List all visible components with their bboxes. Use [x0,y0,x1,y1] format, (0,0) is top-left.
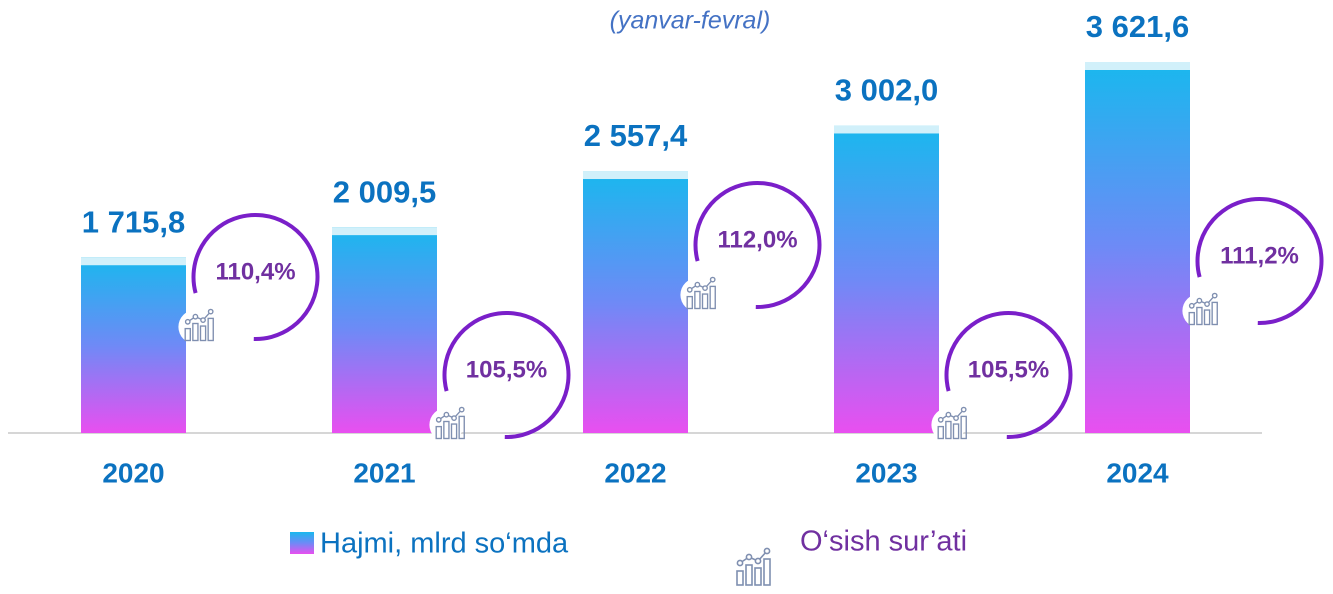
value-label: 3 002,0 [835,73,938,108]
icon-dot [736,559,744,567]
growth-label: 110,4% [215,258,295,285]
icon-dot [709,276,716,283]
icon-dot [1188,302,1195,309]
bar-highlight [583,171,688,180]
growth-ring [693,180,822,309]
icon-bar [763,558,771,586]
growth-icon [931,406,967,442]
growth-icon [178,308,214,344]
icon-dot [960,406,967,413]
growth-icon [736,547,771,586]
icon-line [739,550,768,564]
icon-dot [200,317,206,323]
icon-dot [1211,292,1218,299]
icon-dot [937,416,944,423]
bar-highlight [834,125,939,134]
icon-dot [192,313,199,320]
growth-icon [429,406,465,442]
icon-line [689,279,714,291]
icon-bar [443,420,450,440]
bar [583,171,688,433]
icon-dot [694,281,701,288]
icon-dot [686,286,693,293]
icon-bar [686,295,693,310]
icon-dot [435,416,442,423]
growth-ring [944,311,1073,439]
icon-bar [736,570,744,586]
icon-dot [443,411,450,418]
growth-ring [1195,197,1324,325]
value-label: 1 715,8 [82,204,185,239]
icon-dot [745,553,753,561]
icon-dot [451,415,457,421]
icon-line [1191,295,1216,307]
x-tick-label: 2021 [353,457,415,488]
icon-bar [937,425,944,440]
legend-icon [736,547,771,586]
bar [81,257,186,433]
icon-bar [192,322,199,342]
icon-dot [184,318,191,325]
icon-dot [1204,301,1210,307]
icon-bar [745,564,753,586]
growth-label: 105,5% [968,356,1049,383]
x-tick-label: 2020 [102,457,164,488]
icon-bar [1196,306,1203,326]
icon-dot [1196,297,1203,304]
value-label: 2 009,5 [333,174,436,209]
icon-bar [709,285,716,310]
value-label: 2 557,4 [584,118,688,153]
legend-label: O‘sish sur’ati [800,526,967,558]
icon-dot [702,285,708,291]
bar [332,227,437,433]
icon-line [187,311,212,323]
icon-bar [960,415,967,440]
icon-bar [1211,301,1218,326]
growth-ring [442,310,571,439]
growth-label: 111,2% [1220,242,1299,269]
growth-ring [191,213,320,341]
icon-dot [945,411,952,418]
icon-bar [207,317,214,342]
x-tick-label: 2023 [855,457,917,488]
x-tick-label: 2022 [604,457,666,488]
chart-subtitle: (yanvar-fevral) [610,7,771,35]
icon-dot [763,547,771,555]
legend-label: Hajmi, mlrd so‘mda [320,528,569,560]
icon-dot [458,406,465,413]
icon-bar [945,420,952,440]
icon-bar [1188,311,1195,326]
bar [1085,62,1190,433]
bar-highlight [332,227,437,236]
x-tick-label: 2024 [1106,457,1169,488]
icon-bar [754,567,762,586]
bar-highlight [81,257,186,266]
icon-bar [435,425,442,440]
growth-icon [680,276,716,312]
bar-highlight [1085,62,1190,70]
icon-bar [1203,309,1211,326]
icon-dot [754,557,762,565]
icon-bar [694,290,701,310]
icon-line [940,409,965,421]
icon-bar [952,423,960,440]
icon-bar [199,325,207,342]
growth-icon [1182,292,1218,328]
icon-bar [184,327,191,342]
icon-dot [207,308,214,315]
icon-dot [953,415,959,421]
growth-label: 112,0% [717,226,797,253]
icon-bar [458,415,465,440]
value-label: 3 621,6 [1086,9,1189,44]
growth-label: 105,5% [466,356,547,383]
bar [834,125,939,434]
icon-bar [450,423,458,440]
icon-bar [701,293,709,310]
legend-swatch [290,532,314,554]
icon-line [438,409,463,421]
